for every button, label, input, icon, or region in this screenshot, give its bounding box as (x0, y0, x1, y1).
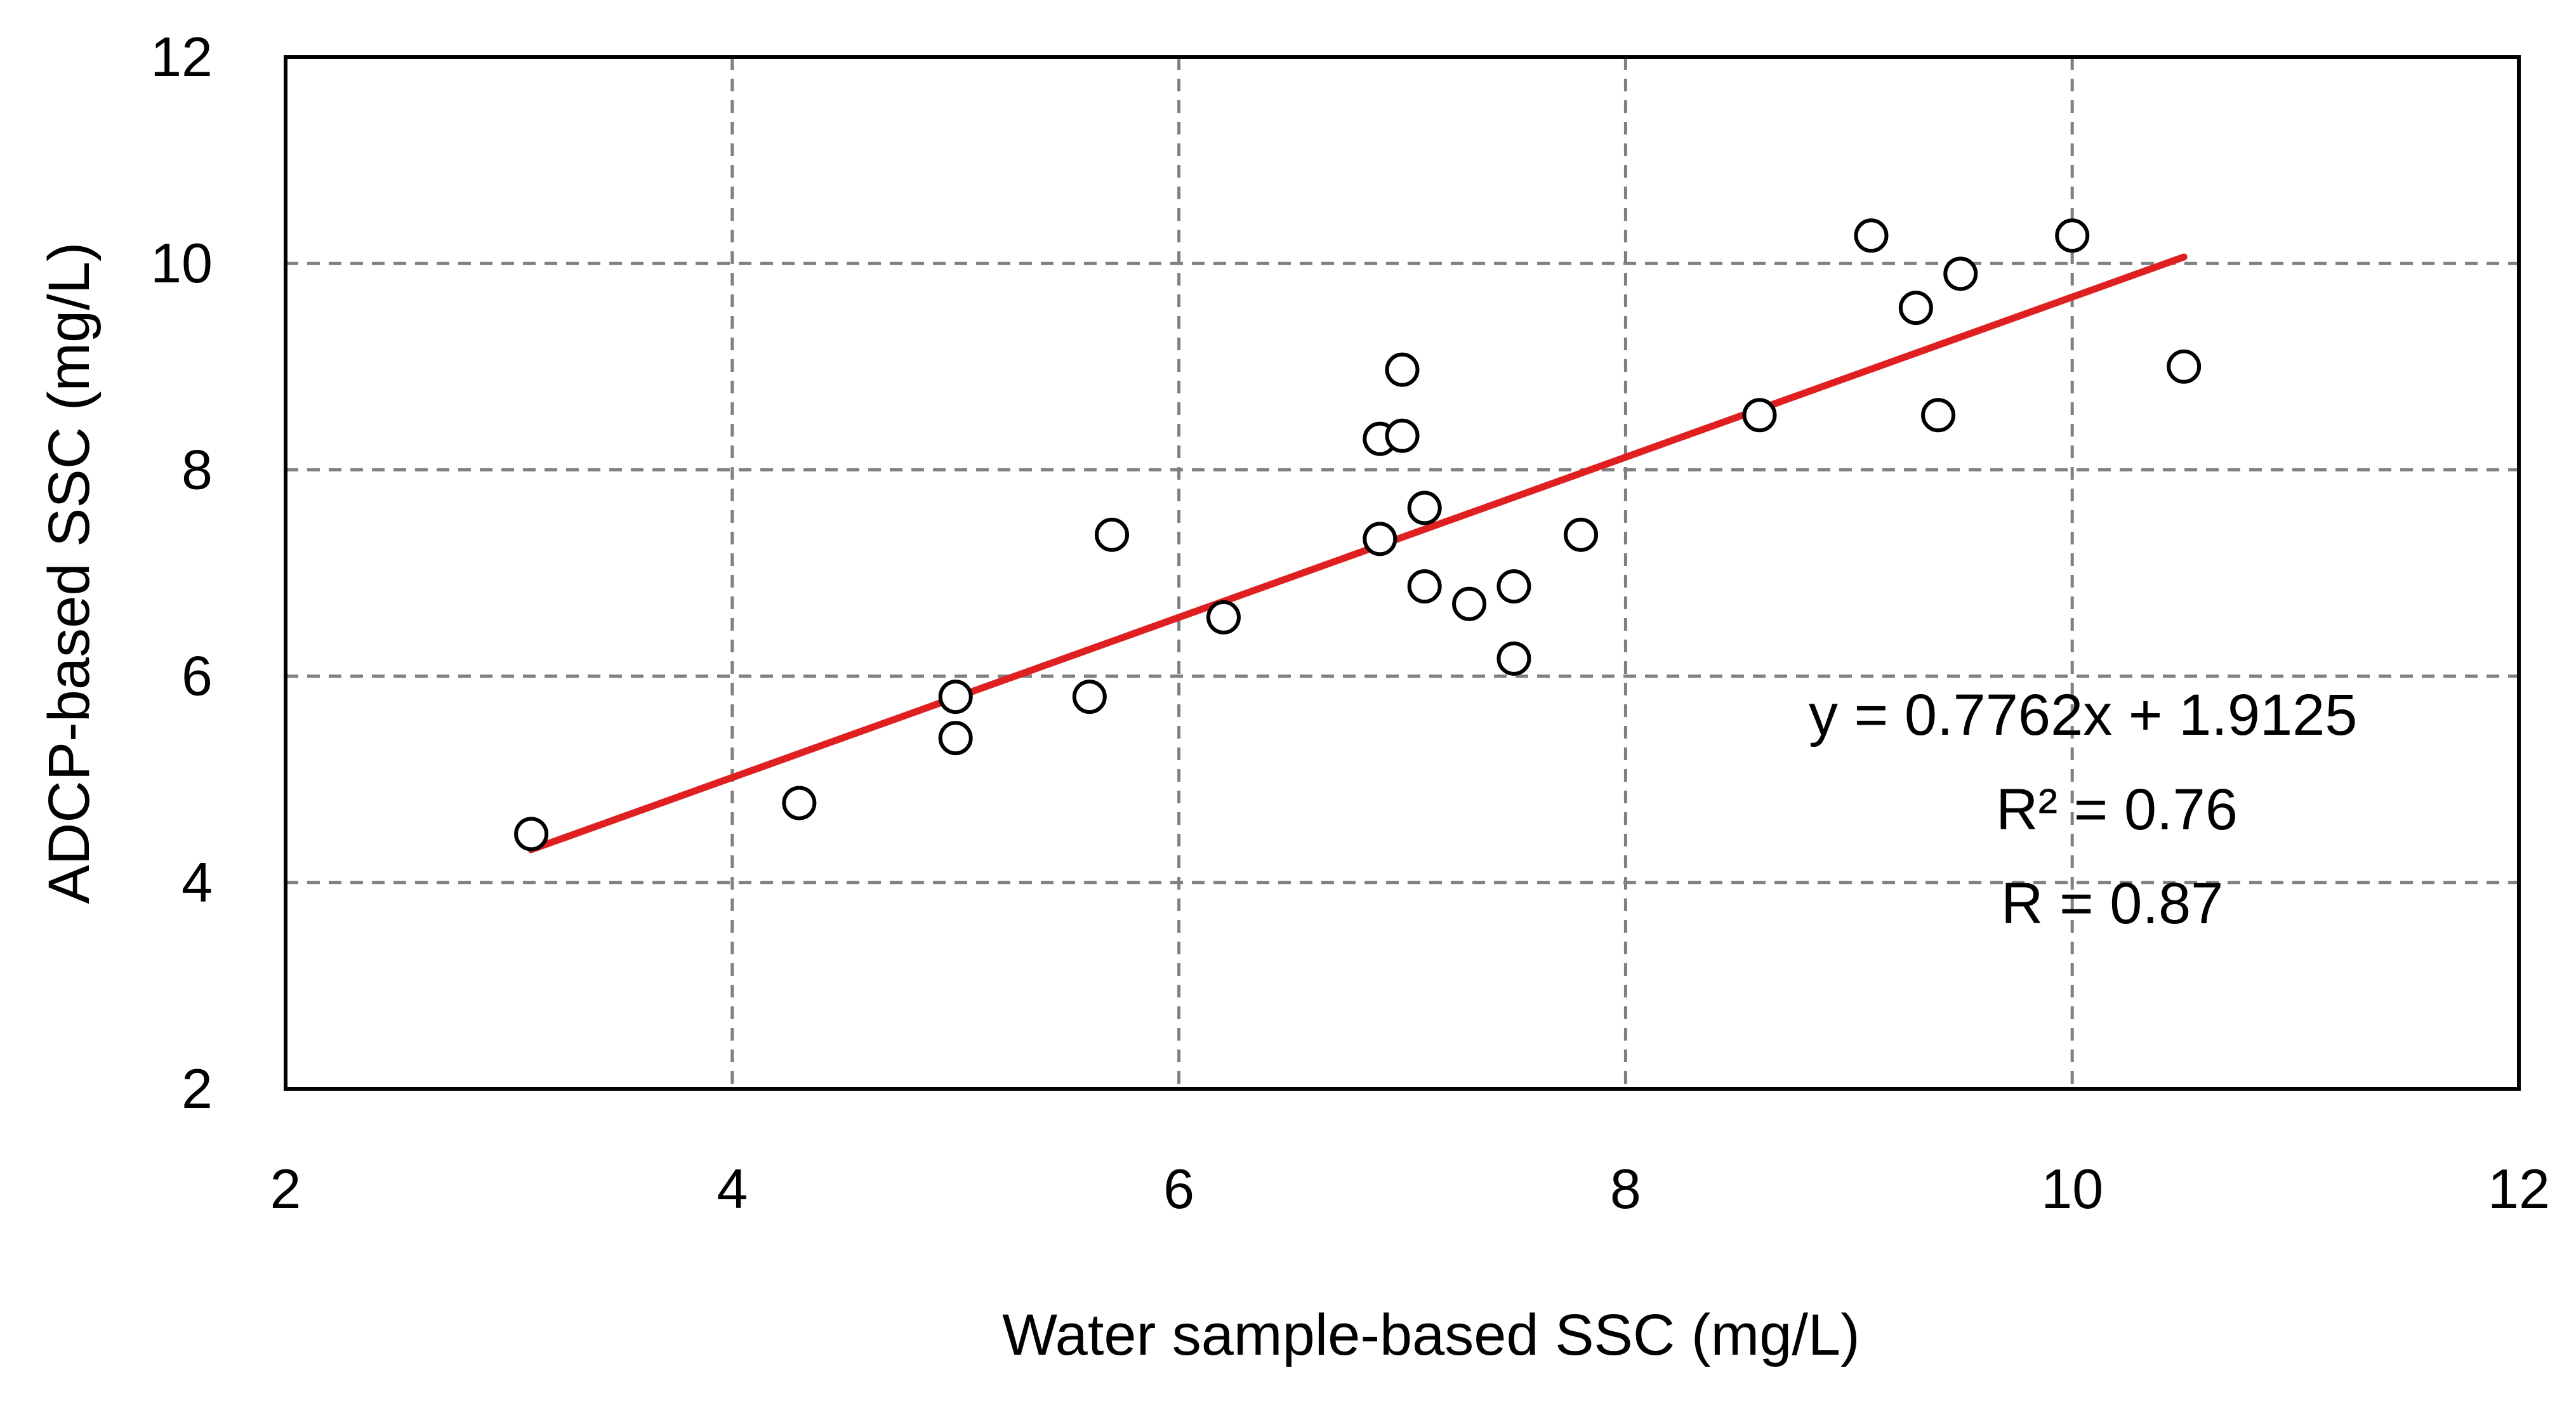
data-point (2167, 349, 2202, 384)
data-point (782, 786, 817, 820)
y-axis-ticks: 2 4 6 8 10 12 (150, 25, 213, 1120)
data-point (1943, 256, 1978, 291)
data-point (1206, 600, 1241, 635)
r-squared-label: R² = 0.76 (1996, 777, 2238, 842)
y-axis-title: ADCP-based SSC (mg/L) (37, 242, 102, 904)
data-point (1854, 218, 1889, 253)
x-tick-label: 8 (1610, 1157, 1641, 1220)
data-point (1407, 569, 1442, 604)
data-point (1363, 522, 1397, 556)
trendline-layer (527, 253, 2188, 853)
data-point (514, 817, 549, 852)
data-point (1564, 517, 1599, 552)
y-tick-label: 12 (150, 25, 213, 88)
data-points (514, 218, 2202, 852)
x-tick-label: 10 (2041, 1157, 2103, 1220)
gridlines (286, 57, 2519, 1089)
data-point (1452, 586, 1487, 621)
data-point (1072, 680, 1107, 714)
data-point (938, 680, 973, 714)
data-point (938, 721, 973, 756)
x-tick-label: 2 (270, 1157, 301, 1220)
data-point (1921, 398, 1956, 433)
x-tick-label: 4 (717, 1157, 748, 1220)
data-point (1742, 398, 1777, 433)
data-point (2055, 218, 2090, 253)
y-tick-label: 8 (182, 438, 213, 501)
y-tick-label: 2 (182, 1057, 213, 1120)
x-tick-label: 12 (2488, 1157, 2550, 1220)
x-tick-label: 6 (1163, 1157, 1194, 1220)
x-axis-ticks: 2 4 6 8 10 12 (270, 1157, 2550, 1220)
plot-area (284, 55, 2521, 1091)
x-axis-title: Water sample-based SSC (mg/L) (1002, 1303, 1859, 1367)
data-point (1407, 490, 1442, 525)
data-point (1496, 641, 1531, 676)
data-point (1898, 291, 1933, 326)
data-point (1095, 517, 1130, 552)
trendline (527, 253, 2188, 853)
y-tick-label: 6 (182, 645, 213, 707)
trendline-equation: y = 0.7762x + 1.9125 (1809, 683, 2357, 747)
r-label: R = 0.87 (2001, 871, 2223, 936)
y-tick-label: 10 (150, 232, 213, 294)
data-point (1496, 569, 1531, 604)
data-point (1385, 352, 1420, 387)
data-point (1385, 418, 1420, 453)
y-tick-label: 4 (182, 851, 213, 914)
